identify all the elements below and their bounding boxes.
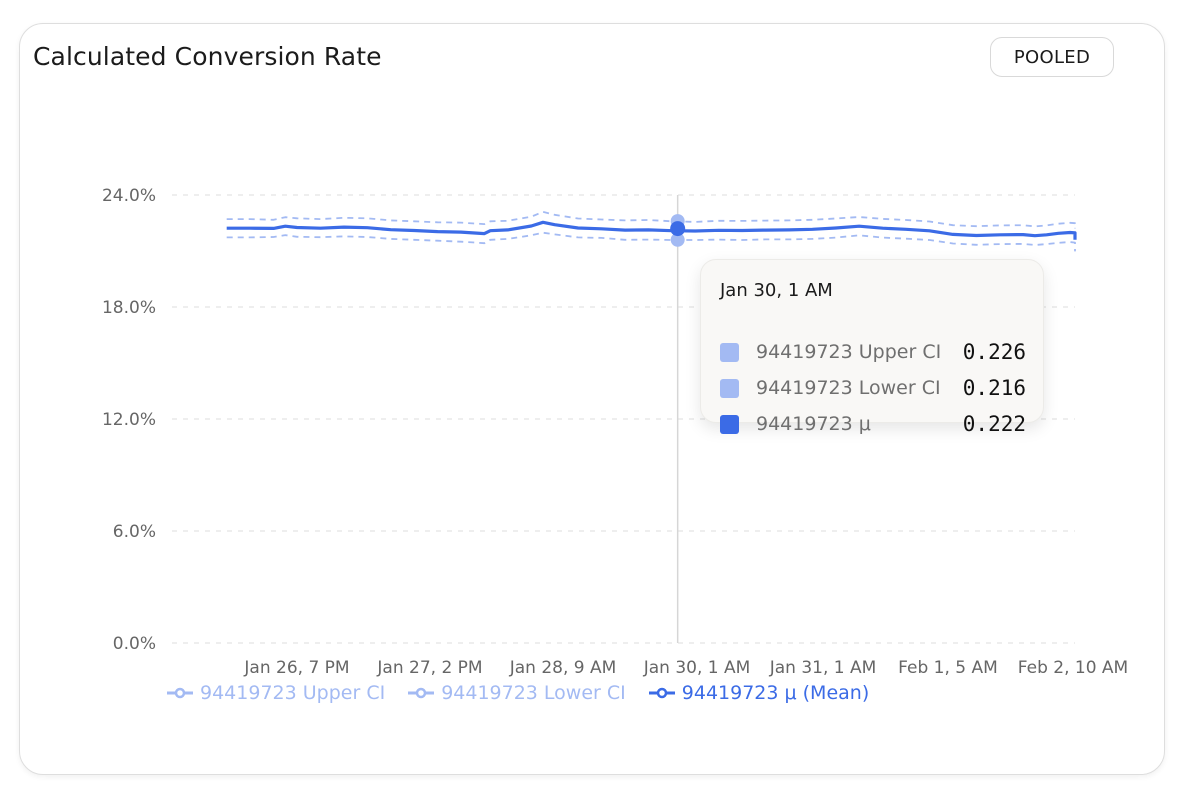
tooltip-row-lower-ci: 94419723 Lower CI 0.216 bbox=[720, 375, 1026, 401]
tooltip-swatch bbox=[720, 378, 739, 398]
pooled-badge[interactable]: POOLED bbox=[990, 37, 1114, 77]
legend-line-icon bbox=[408, 687, 435, 699]
tooltip-title: Jan 30, 1 AM bbox=[720, 280, 833, 301]
y-tick-label: 6.0% bbox=[113, 522, 156, 542]
x-tick-label: Jan 27, 2 PM bbox=[376, 658, 482, 678]
tooltip-series-name: 94419723 Upper CI bbox=[756, 341, 942, 363]
tooltip-series-name: 94419723 Lower CI bbox=[756, 377, 941, 399]
y-tick-label: 18.0% bbox=[102, 298, 156, 318]
chart-title: Calculated Conversion Rate bbox=[33, 42, 382, 71]
y-tick-label: 0.0% bbox=[113, 634, 156, 654]
tooltip-swatch bbox=[720, 342, 739, 362]
hover-tooltip: Jan 30, 1 AM 94419723 Upper CI 0.226 944… bbox=[700, 259, 1044, 436]
x-tick-label: Feb 1, 5 AM bbox=[898, 658, 998, 678]
legend-line-icon bbox=[648, 687, 675, 699]
x-axis: Jan 26, 7 PM Jan 27, 2 PM Jan 28, 9 AM Jan … bbox=[243, 658, 1128, 678]
hover-markers bbox=[670, 214, 686, 247]
series-line-upper-ci[interactable] bbox=[226, 210, 1076, 229]
legend-lower-ci[interactable]: 94419723 Lower CI bbox=[407, 682, 626, 704]
x-tick-label: Feb 2, 10 AM bbox=[1018, 658, 1128, 678]
x-tick-label: Jan 31, 1 AM bbox=[769, 658, 877, 678]
legend-label: 94419723 Lower CI bbox=[441, 682, 626, 704]
hover-marker-lower-ci bbox=[670, 232, 685, 247]
series-line-lower-ci[interactable] bbox=[226, 231, 1076, 252]
legend-label: 94419723 Upper CI bbox=[200, 682, 386, 704]
y-tick-label: 24.0% bbox=[102, 186, 156, 206]
tooltip-row-upper-ci: 94419723 Upper CI 0.226 bbox=[720, 339, 1026, 365]
y-axis: 0.0% 6.0% 12.0% 18.0% 24.0% bbox=[102, 186, 156, 654]
tooltip-swatch bbox=[720, 414, 739, 434]
tooltip-value: 0.216 bbox=[962, 376, 1026, 400]
hover-marker-mean bbox=[670, 221, 686, 237]
legend-upper-ci[interactable]: 94419723 Upper CI bbox=[166, 682, 385, 704]
x-tick-label: Jan 28, 9 AM bbox=[509, 658, 617, 678]
tooltip-value: 0.222 bbox=[962, 412, 1026, 436]
tooltip-row-mean: 94419723 μ 0.222 bbox=[720, 411, 1026, 437]
legend-label: 94419723 μ (Mean) bbox=[681, 682, 870, 704]
series-line-mean[interactable] bbox=[226, 220, 1077, 240]
tooltip-series-name: 94419723 μ bbox=[756, 413, 871, 435]
legend-mean[interactable]: 94419723 μ (Mean) bbox=[648, 682, 869, 704]
x-tick-label: Jan 30, 1 AM bbox=[643, 658, 751, 678]
series-lines[interactable] bbox=[226, 210, 1077, 252]
tooltip-value: 0.226 bbox=[962, 340, 1026, 364]
chart-legend: 94419723 Upper CI 94419723 Lower CI 9441… bbox=[166, 682, 869, 704]
legend-line-icon bbox=[167, 687, 193, 699]
y-tick-label: 12.0% bbox=[102, 410, 156, 430]
x-tick-label: Jan 26, 7 PM bbox=[243, 658, 349, 678]
